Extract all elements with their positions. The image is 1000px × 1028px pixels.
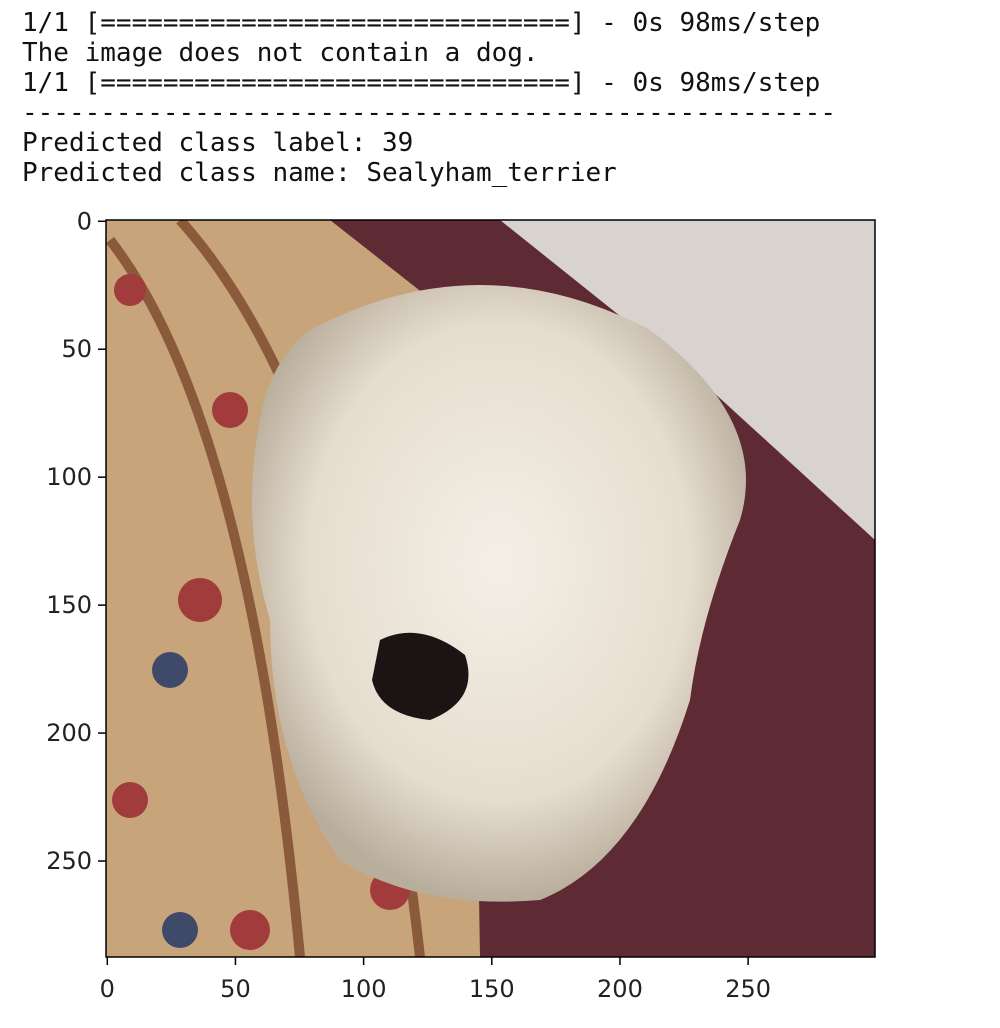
output-line: 1/1 [==============================] - 0…: [22, 8, 821, 38]
output-line: Predicted class name: Sealyham_terrier: [22, 158, 617, 188]
image: [106, 220, 875, 957]
y-tick-label: 250: [46, 847, 92, 875]
y-tick-label: 200: [46, 719, 92, 747]
output-line: The image does not contain a dog.: [22, 38, 539, 68]
x-tick-label: 250: [725, 975, 771, 1003]
x-tick-label: 200: [597, 975, 643, 1003]
output-line: ----------------------------------------…: [22, 98, 836, 128]
x-tick-label: 150: [469, 975, 515, 1003]
x-tick-label: 50: [220, 975, 251, 1003]
axes-frame: [105, 219, 876, 958]
x-tick-label: 100: [341, 975, 387, 1003]
y-tick-label: 100: [46, 463, 92, 491]
output-line: Predicted class label: 39: [22, 128, 414, 158]
output-line: 1/1 [==============================] - 0…: [22, 68, 821, 98]
y-tick-label: 0: [77, 207, 92, 235]
y-tick-label: 50: [61, 335, 92, 363]
y-tick-label: 150: [46, 591, 92, 619]
cell-output: 1/1 [==============================] - 0…: [22, 8, 836, 188]
x-tick-label: 0: [100, 975, 115, 1003]
